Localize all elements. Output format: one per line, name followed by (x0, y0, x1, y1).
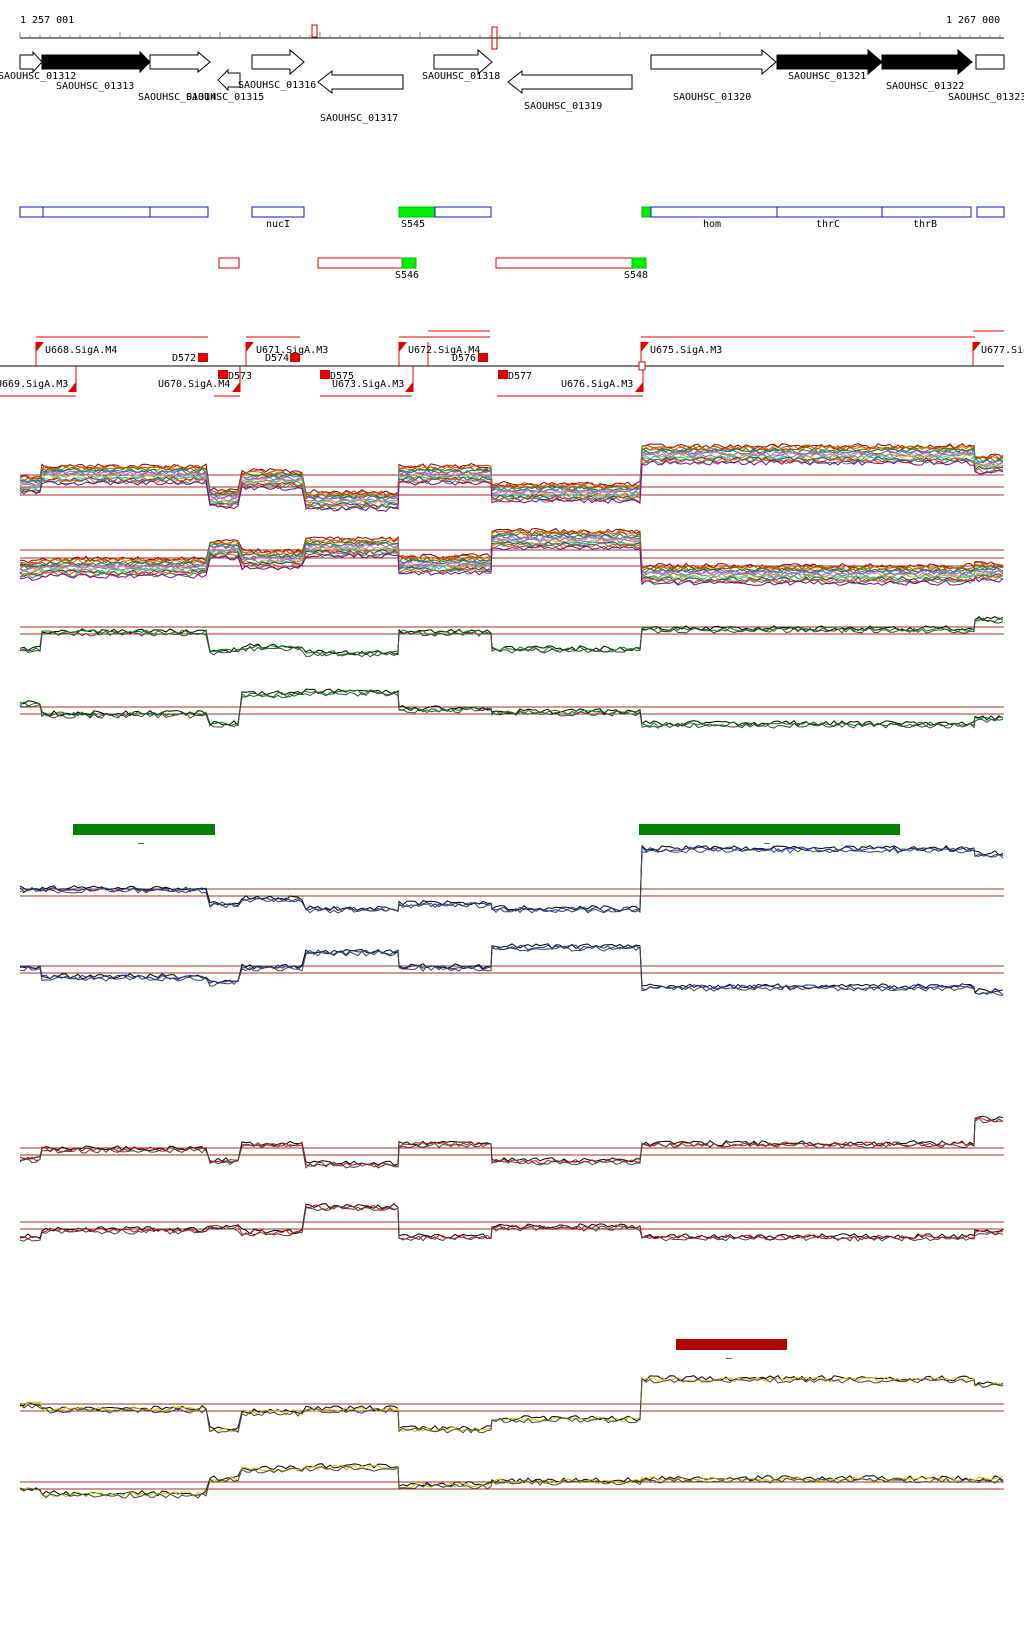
terminator-label: D575 (330, 371, 354, 382)
condition-label: – (726, 1353, 733, 1364)
promoter-label: U673.SigA.M3 (332, 379, 404, 390)
tiling-profile-green-plus (19, 616, 1004, 658)
gene-label: SAOUHSC_01322 (886, 81, 964, 92)
gene-SAOUHSC_01315[interactable]: SAOUHSC_01315 (186, 68, 264, 103)
gene-SAOUHSC_01314[interactable]: SAOUHSC_01314 (138, 50, 216, 103)
promoter-U673[interactable]: U673.SigA.M3 (332, 366, 414, 392)
tiling-profile-overview-plus (19, 442, 1004, 512)
gene-SAOUHSC_01319[interactable]: SAOUHSC_01319 (507, 69, 633, 112)
promoter-U671[interactable]: U671.SigA.M3 (245, 342, 328, 366)
terminator-label: D577 (508, 371, 532, 382)
promoter-label: U668.SigA.M4 (45, 345, 117, 356)
terminator-D574[interactable]: D574 (265, 353, 300, 364)
transcript-label: nucI (266, 219, 290, 230)
tiling-profile-blue-minus (19, 943, 1004, 996)
ruler-end-label: 1 267 000 (946, 15, 1000, 26)
promoter-U670[interactable]: U670.SigA.M4 (158, 366, 241, 392)
transcript-label: hom (703, 219, 721, 230)
terminator-D577[interactable]: D577 (498, 370, 532, 382)
gene-SAOUHSC_01316[interactable]: SAOUHSC_01316 (238, 48, 316, 91)
condition-label: – (764, 838, 771, 849)
gene-label: SAOUHSC_01318 (422, 71, 500, 82)
promoter-label: U675.SigA.M3 (650, 345, 722, 356)
gene-SAOUHSC_01318[interactable]: SAOUHSC_01318 (422, 48, 500, 82)
tiling-profile-overview-minus (19, 527, 1004, 586)
coordinate-ruler: 1 257 001 1 267 000 (19, 15, 1004, 50)
gene-label: SAOUHSC_01321 (788, 71, 866, 82)
gene-SAOUHSC_01320[interactable]: SAOUHSC_01320 (650, 48, 777, 103)
gene-label: SAOUHSC_01319 (524, 101, 602, 112)
terminator-label: D574 (265, 353, 289, 364)
transcript-label: S548 (624, 270, 648, 281)
terminator-D572[interactable]: D572 (172, 353, 208, 364)
transcript-track-minus: S546 S548 (218, 257, 648, 281)
tiling-profile-yellow-minus (19, 1463, 1004, 1499)
promoter-label: U677.SigA.M3 (981, 345, 1024, 356)
promoter-label: U676.SigA.M3 (561, 379, 633, 390)
promoter-U676[interactable]: U676.SigA.M3 (561, 366, 644, 392)
terminator-D576[interactable]: D576 (452, 353, 488, 364)
promoter-U672[interactable]: U672.SigA.M4 (398, 342, 480, 366)
gene-SAOUHSC_01312[interactable]: SAOUHSC_01312 (0, 50, 76, 82)
promoter-label: U669.SigA.M3 (0, 379, 68, 390)
transcript-label: thrC (816, 219, 840, 230)
terminator-label: D573 (228, 371, 252, 382)
promoter-label: U671.SigA.M3 (256, 345, 328, 356)
promoter-U669[interactable]: U669.SigA.M3 (0, 366, 77, 392)
terminator-label: D572 (172, 353, 196, 364)
transcript-label: S545 (401, 219, 425, 230)
transcript-S548[interactable]: S548 (495, 257, 648, 281)
gene-SAOUHSC_01322[interactable]: SAOUHSC_01322 (881, 48, 973, 92)
transcript-label: thrB (913, 219, 937, 230)
terminator-label: D576 (452, 353, 476, 364)
promoter-track: U668.SigA.M4 U671.SigA.M3 U672.SigA.M4 U… (0, 330, 1024, 397)
tiling-profile-red-minus (19, 1203, 1004, 1242)
transcript-nucI[interactable]: nucI (251, 206, 305, 230)
promoter-label: U672.SigA.M4 (408, 345, 480, 356)
gene-track: SAOUHSC_01312 SAOUHSC_01313 SAOUHSC_0131… (0, 48, 1024, 124)
transcript-segment[interactable] (19, 206, 209, 218)
transcript-S546[interactable]: S546 (317, 257, 419, 281)
gene-SAOUHSC_01313[interactable]: SAOUHSC_01313 (41, 50, 151, 92)
tiling-profile-green-minus (19, 688, 1004, 729)
gene-label: SAOUHSC_01323 (948, 92, 1024, 103)
gene-label: SAOUHSC_01313 (56, 81, 134, 92)
promoter-U668[interactable]: U668.SigA.M4 (35, 342, 117, 366)
tiling-profile-blue-plus (19, 844, 1004, 914)
gene-label: SAOUHSC_01316 (238, 80, 316, 91)
gene-label: SAOUHSC_01315 (186, 92, 264, 103)
promoter-label: U670.SigA.M4 (158, 379, 230, 390)
condition-label: – (138, 838, 145, 849)
transcript-hom-thrC-thrB[interactable]: hom thrC thrB (641, 206, 1005, 230)
gene-label: SAOUHSC_01320 (673, 92, 751, 103)
tiling-profile-yellow-plus (19, 1375, 1004, 1434)
condition-bar[interactable]: – (676, 1339, 787, 1364)
ruler-start-label: 1 257 001 (20, 15, 74, 26)
terminator-D573[interactable]: D573 (218, 370, 252, 382)
promoter-U677[interactable]: U677.SigA.M3 (972, 342, 1024, 366)
gene-SAOUHSC_01321[interactable]: SAOUHSC_01321 (776, 48, 883, 82)
transcript-S545[interactable]: S545 (398, 206, 492, 230)
gene-label: SAOUHSC_01317 (320, 113, 398, 124)
gene-label: SAOUHSC_01312 (0, 71, 76, 82)
gene-SAOUHSC_01317[interactable]: SAOUHSC_01317 (317, 69, 404, 124)
transcript-segment[interactable] (218, 257, 240, 269)
tiling-profile-red-plus (19, 1115, 1004, 1169)
condition-bar[interactable]: – (73, 824, 215, 849)
gene-SAOUHSC_01323[interactable]: SAOUHSC_01323 (948, 54, 1024, 103)
terminator-D575[interactable]: D575 (320, 370, 354, 382)
transcript-track-plus: nucI S545 hom thrC thrB (19, 206, 1005, 230)
gene-label: SAOUHSC_01314 (138, 92, 216, 103)
transcript-label: S546 (395, 270, 419, 281)
condition-bar[interactable]: – (639, 824, 900, 849)
promoter-U675[interactable]: U675.SigA.M3 (640, 342, 722, 366)
